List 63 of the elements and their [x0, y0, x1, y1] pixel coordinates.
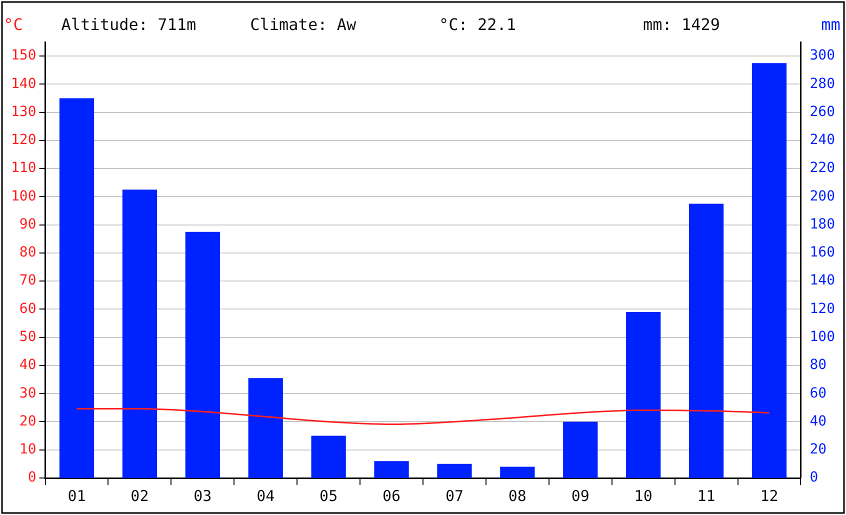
y-tick-label: 10 [19, 442, 36, 458]
y-tick-label: 40 [19, 357, 36, 374]
bar [311, 436, 346, 478]
y-tick-label: 20 [19, 413, 36, 430]
y-tick-label: 150 [10, 48, 36, 64]
y-tick-label: 50 [19, 328, 36, 345]
y-tick-label: 130 [10, 104, 36, 120]
bar [374, 461, 409, 478]
y2-tick-label: 80 [810, 357, 827, 374]
y2-axis-title: mm [821, 15, 840, 34]
y2-tick-label: 260 [810, 104, 836, 120]
y-tick-label: 140 [10, 76, 36, 92]
y-tick-label: 70 [19, 272, 36, 289]
y2-tick-label: 140 [810, 272, 836, 289]
x-tick-label: 04 [256, 486, 275, 505]
y2-tick-label: 180 [810, 216, 836, 232]
bar [122, 190, 158, 478]
text: Climate: Aw [250, 15, 356, 34]
y2-tick-label: 160 [810, 244, 836, 261]
y2-tick-label: 220 [810, 160, 836, 176]
y-tick-label: 100 [10, 188, 36, 204]
x-tick-label: 12 [760, 486, 778, 505]
x-tick-label: 02 [130, 486, 149, 505]
y2-tick-label: 100 [810, 328, 836, 345]
y-tick-label: 80 [19, 244, 36, 261]
bar [437, 464, 472, 478]
y2-tick-label: 120 [810, 300, 836, 317]
x-tick-label: 10 [634, 486, 652, 505]
y2-tick-label: 40 [810, 413, 827, 430]
bar [752, 63, 787, 478]
x-tick-label: 07 [445, 486, 464, 505]
x-tick-label: 08 [508, 486, 526, 505]
y2-tick-label: 300 [810, 48, 836, 64]
text: °C: 22.1 [439, 15, 516, 34]
bar [626, 312, 661, 478]
bar [59, 98, 94, 478]
bar [688, 204, 724, 478]
y-tick-label: 90 [19, 216, 36, 232]
x-tick-label: 05 [320, 486, 338, 505]
y2-tick-label: 200 [810, 188, 836, 204]
text: mm: 1429 [642, 15, 720, 34]
x-tick-label: 11 [697, 486, 716, 505]
y2-tick-label: 0 [810, 470, 818, 486]
text: Altitude: 711m [61, 15, 196, 34]
bar [248, 378, 283, 478]
bar [500, 466, 535, 478]
y-tick-label: 30 [19, 385, 36, 402]
y-tick-label: 60 [19, 300, 36, 317]
y2-tick-label: 240 [810, 132, 836, 148]
line-series [76, 408, 770, 426]
x-tick-label: 06 [382, 486, 401, 505]
y-tick-label: 110 [10, 160, 36, 176]
x-tick-label: 01 [68, 486, 86, 505]
y-tick-label: 0 [28, 470, 36, 486]
y-axis-title: °C [4, 15, 23, 34]
y2-tick-label: 280 [810, 76, 836, 92]
y-tick-label: 120 [10, 132, 36, 148]
y2-tick-label: 60 [810, 385, 827, 402]
x-tick-label: 03 [194, 486, 212, 505]
y2-tick-label: 20 [810, 442, 827, 458]
bar [185, 232, 220, 478]
x-tick-label: 09 [571, 486, 590, 505]
bar [563, 422, 598, 478]
